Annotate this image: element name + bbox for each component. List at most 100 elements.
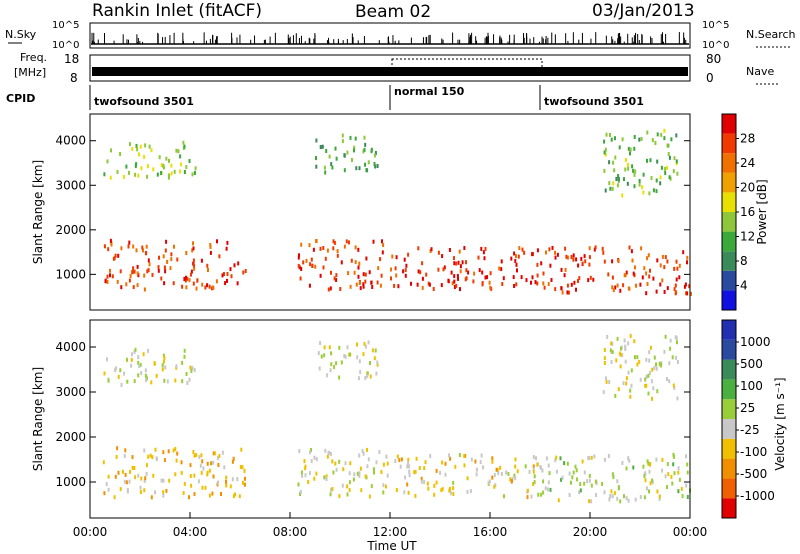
data-cell [106, 279, 109, 284]
data-cell [158, 155, 161, 160]
data-cell [358, 166, 361, 171]
data-cell [568, 471, 571, 476]
colorbar-segment [722, 339, 736, 360]
data-cell [373, 153, 376, 158]
data-cell [612, 475, 615, 479]
data-cell [146, 164, 149, 169]
data-cell [193, 266, 196, 271]
data-cell [606, 334, 609, 339]
data-cell [543, 285, 546, 290]
data-cell [225, 475, 228, 480]
power-y-label: Slant Range [km] [31, 160, 45, 264]
data-cell [589, 275, 592, 280]
cpid-label: CPID [6, 92, 35, 105]
data-cell [299, 276, 302, 281]
data-cell [532, 482, 535, 486]
data-cell [340, 360, 343, 365]
data-cell [611, 259, 614, 264]
data-cell [542, 271, 545, 276]
data-cell [162, 493, 165, 498]
data-cell [216, 456, 219, 460]
data-cell [532, 467, 535, 472]
data-cell [126, 487, 129, 492]
data-cell [491, 456, 494, 461]
data-cell [315, 457, 318, 462]
data-cell [358, 261, 361, 266]
colorbar-tick-label: 1000 [740, 335, 771, 349]
data-cell [451, 281, 454, 286]
data-cell [181, 379, 184, 384]
data-cell [489, 271, 492, 276]
data-cell [427, 486, 430, 491]
data-cell [661, 254, 664, 259]
data-cell [644, 377, 647, 382]
data-cell [449, 491, 452, 496]
data-cell [642, 464, 645, 469]
data-cell [480, 246, 483, 251]
data-cell [166, 379, 169, 384]
colorbar-tick-label: 100 [740, 379, 763, 393]
data-cell [221, 450, 224, 455]
data-cell [164, 269, 167, 274]
data-cell [648, 191, 651, 196]
data-cell [117, 470, 120, 475]
data-cell [540, 465, 542, 470]
data-cell [110, 148, 112, 153]
data-cell [655, 189, 658, 194]
data-cell [646, 486, 648, 491]
colorbar-segment [722, 172, 736, 193]
data-cell [627, 341, 630, 346]
data-cell [488, 280, 491, 285]
data-cell [162, 353, 165, 358]
data-cell [362, 284, 365, 289]
data-cell [143, 273, 146, 278]
data-cell [623, 177, 625, 182]
data-cell [397, 284, 400, 289]
data-cell [604, 188, 607, 193]
data-cell [514, 259, 517, 263]
data-cell [478, 268, 481, 273]
data-cell [343, 153, 346, 158]
power-frame [89, 113, 691, 311]
data-cell [648, 469, 651, 474]
data-cell [386, 473, 389, 478]
data-cell [355, 282, 358, 287]
data-cell [103, 491, 106, 496]
data-cell [200, 453, 203, 458]
data-cell [238, 494, 241, 499]
data-cell [551, 245, 554, 250]
data-cell [607, 454, 610, 458]
data-cell [304, 473, 307, 478]
data-cell [349, 284, 352, 289]
data-cell [363, 147, 366, 152]
data-cell [493, 473, 496, 477]
nsearch-label: N.Search [746, 28, 796, 41]
data-cell [136, 264, 139, 269]
data-cell [157, 268, 160, 273]
data-cell [617, 259, 620, 263]
data-cell [189, 365, 192, 370]
data-cell [593, 247, 596, 252]
data-cell [627, 498, 630, 503]
data-cell [672, 462, 675, 467]
data-cell [144, 251, 147, 256]
data-cell [353, 270, 356, 275]
data-cell [190, 269, 193, 274]
data-cell [664, 474, 667, 479]
data-cell [627, 166, 630, 171]
data-cell [425, 272, 428, 277]
data-cell [651, 396, 653, 401]
data-cell [578, 276, 581, 281]
data-cell [579, 488, 582, 493]
data-cell [470, 457, 473, 462]
data-cell [578, 490, 581, 495]
data-cell [686, 255, 689, 260]
data-cell [335, 156, 338, 161]
data-cell [186, 380, 189, 385]
data-cell [183, 348, 186, 353]
data-cell [232, 456, 235, 461]
data-cell [132, 244, 135, 249]
data-cell [304, 464, 307, 469]
data-cell [373, 470, 375, 475]
velocity-frame [89, 319, 691, 519]
